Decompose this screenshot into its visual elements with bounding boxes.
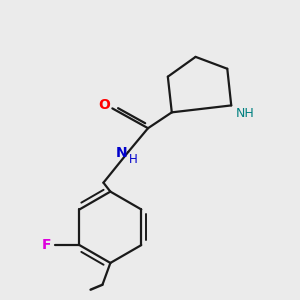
Text: H: H (129, 153, 137, 167)
Text: NH: NH (236, 107, 255, 120)
Text: F: F (42, 238, 52, 252)
Text: N: N (116, 146, 127, 160)
Text: O: O (98, 98, 110, 112)
